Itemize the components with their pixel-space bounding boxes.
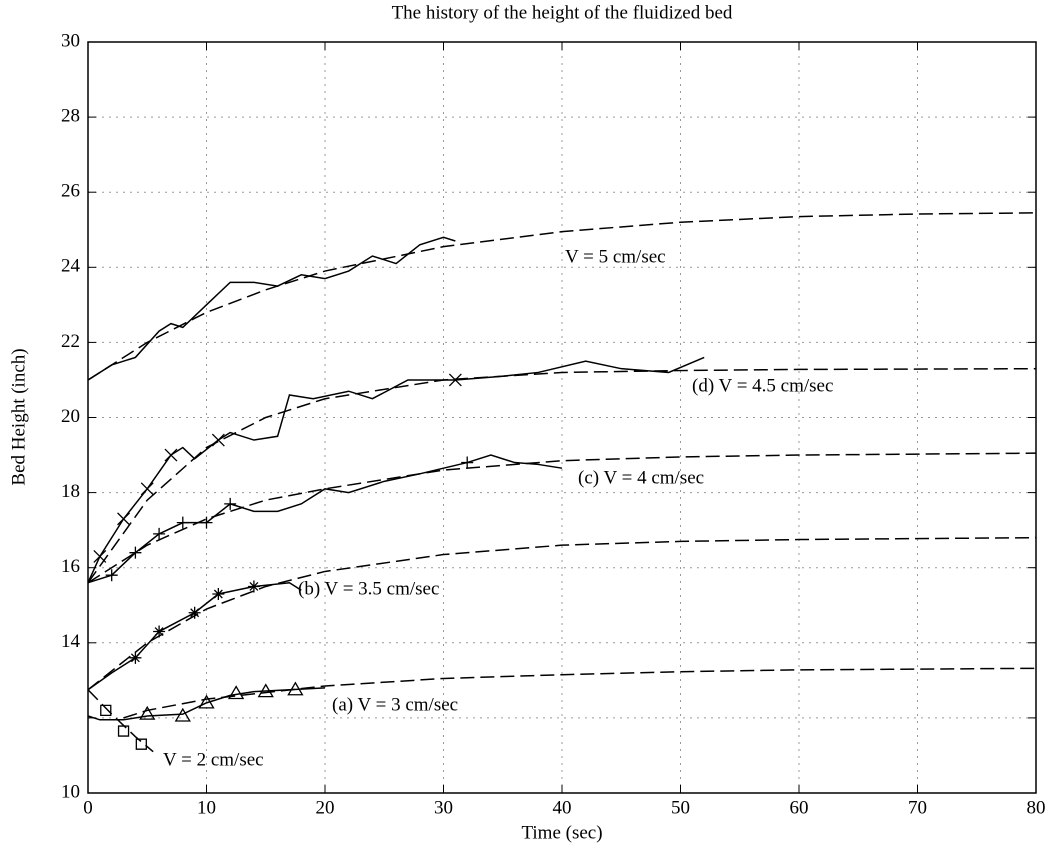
marker [247, 580, 260, 593]
marker [287, 681, 304, 696]
x-tick-label: 70 [908, 797, 927, 818]
annotation: V = 5 cm/sec [565, 246, 666, 267]
y-tick-label: 20 [61, 406, 80, 427]
y-tick-label: 10 [61, 781, 80, 802]
annotation: (b) V = 3.5 cm/sec [298, 578, 439, 599]
x-tick-label: 40 [553, 797, 572, 818]
x-tick-label: 80 [1027, 797, 1046, 818]
y-tick-label: 16 [61, 556, 80, 577]
x-tick-label: 20 [316, 797, 335, 818]
marker [224, 497, 237, 510]
measured-line [87, 236, 456, 381]
marker [129, 546, 142, 559]
marker [139, 705, 156, 720]
marker [153, 625, 166, 638]
y-tick-label: 22 [61, 331, 80, 352]
marker [140, 482, 154, 496]
y-tick-label: 18 [61, 481, 80, 502]
y-tick-label: 26 [61, 181, 80, 202]
annotation: V = 2 cm/sec [163, 749, 264, 770]
marker [188, 606, 201, 619]
marker [174, 707, 191, 722]
x-axis-label: Time (sec) [521, 822, 602, 843]
marker [461, 456, 474, 469]
marker [257, 683, 274, 698]
annotation: (d) V = 4.5 cm/sec [692, 375, 833, 396]
annotation: (c) V = 4 cm/sec [578, 467, 704, 488]
marker [176, 516, 189, 529]
model-line [87, 536, 1037, 691]
x-tick-label: 10 [197, 797, 216, 818]
marker [129, 651, 142, 664]
marker [93, 549, 107, 563]
y-tick-label: 28 [61, 105, 80, 126]
x-tick-label: 0 [83, 797, 93, 818]
marker [211, 433, 225, 447]
y-tick-label: 30 [61, 30, 80, 51]
marker [200, 516, 213, 529]
marker [153, 527, 166, 540]
marker [198, 694, 215, 709]
annotation: (a) V = 3 cm/sec [332, 694, 458, 715]
x-tick-label: 60 [790, 797, 809, 818]
plot-frame [87, 41, 1037, 794]
marker [100, 704, 112, 717]
marker [117, 512, 131, 526]
marker [212, 587, 225, 600]
x-tick-label: 30 [434, 797, 453, 818]
marker [164, 448, 178, 462]
y-axis-label: Bed Height (inch) [8, 348, 29, 485]
x-tick-label: 50 [671, 797, 690, 818]
marker [227, 685, 245, 700]
model-line [87, 452, 1037, 584]
marker [117, 725, 130, 737]
chart-title: The history of the height of the fluidiz… [392, 2, 733, 23]
y-tick-label: 24 [61, 256, 81, 277]
model-line [87, 367, 1037, 584]
marker [448, 373, 462, 387]
model-line [87, 212, 1037, 381]
measured-line [87, 356, 705, 584]
marker [105, 569, 118, 582]
measured-line [87, 687, 326, 721]
y-tick-label: 14 [61, 631, 81, 652]
marker [135, 738, 147, 750]
model-line [123, 667, 1037, 719]
